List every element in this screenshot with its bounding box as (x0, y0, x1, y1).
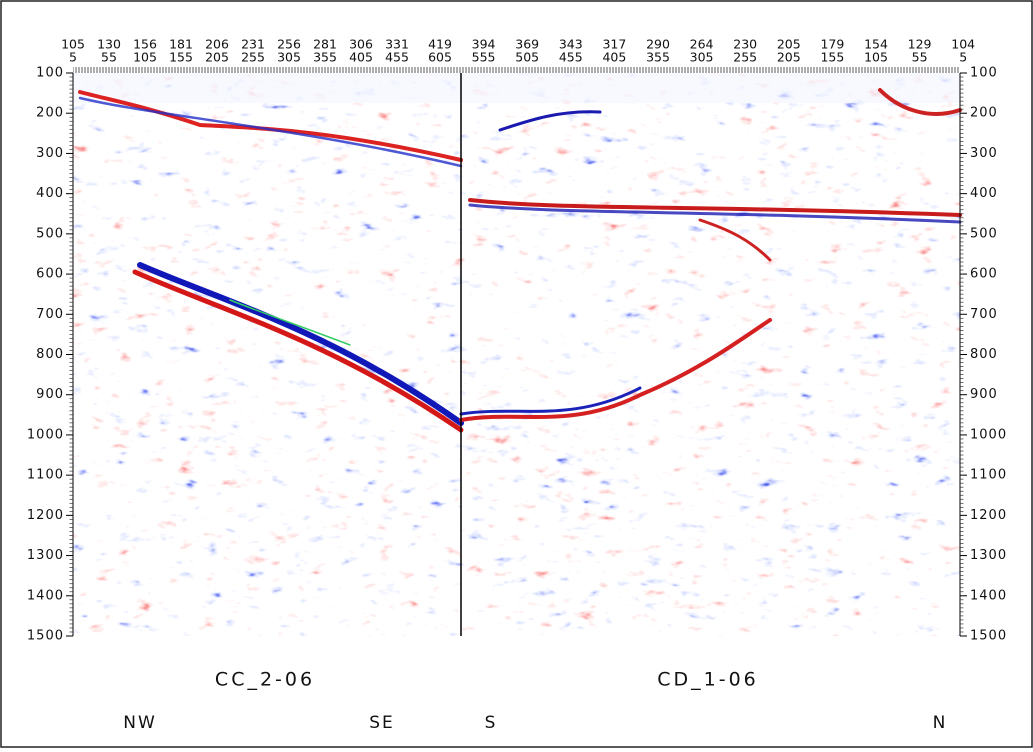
top-label: 155 (169, 50, 193, 65)
top-label: 5 (959, 50, 967, 65)
axis-label: 500 (970, 226, 998, 241)
axis-label: 1400 (27, 588, 64, 603)
direction-label: NW (123, 713, 157, 733)
axis-label: 900 (36, 387, 64, 402)
top-label: 305 (277, 50, 301, 65)
axis-label: 600 (36, 267, 64, 282)
axis-label: 1000 (970, 427, 1007, 442)
top-label: 5 (69, 50, 77, 65)
axis-label: 1300 (970, 548, 1007, 563)
top-label: 205 (777, 37, 801, 52)
section-name: CC_2-06 (215, 669, 315, 691)
axis-label: 300 (970, 146, 998, 161)
top-label: 105 (61, 37, 85, 52)
seismic-image (73, 73, 960, 636)
top-label: 205 (777, 50, 801, 65)
top-label: 343 (559, 37, 583, 52)
top-label: 455 (559, 50, 583, 65)
top-label: 317 (602, 37, 626, 52)
direction-label: S (485, 713, 498, 733)
top-label: 605 (428, 50, 452, 65)
top-label: 255 (733, 50, 757, 65)
top-label: 355 (313, 50, 337, 65)
direction-label: N (933, 713, 948, 733)
top-label: 105 (133, 50, 157, 65)
top-label: 105 (864, 50, 888, 65)
top-label: 155 (820, 50, 844, 65)
axis-label: 800 (36, 347, 64, 362)
top-label: 156 (133, 37, 157, 52)
top-label: 455 (385, 50, 409, 65)
axis-label: 700 (970, 307, 998, 322)
axis-label: 1500 (27, 629, 64, 644)
top-mute (73, 73, 960, 103)
top-label: 331 (385, 37, 409, 52)
direction-label: SE (369, 713, 395, 733)
top-label: 555 (472, 50, 496, 65)
top-label: 55 (912, 50, 928, 65)
top-label: 419 (428, 37, 452, 52)
section-name: CD_1-06 (657, 669, 759, 691)
axis-label: 1400 (970, 588, 1007, 603)
axis-label: 200 (970, 106, 998, 121)
top-label: 394 (472, 37, 496, 52)
axis-label: 100 (970, 66, 998, 81)
top-label: 505 (515, 50, 539, 65)
top-label: 154 (864, 37, 888, 52)
top-label: 281 (313, 37, 337, 52)
top-label: 255 (241, 50, 265, 65)
axis-label: 1100 (970, 468, 1007, 483)
top-label: 306 (349, 37, 373, 52)
axis-label: 1200 (27, 508, 64, 523)
axis-label: 400 (970, 186, 998, 201)
top-label: 129 (908, 37, 932, 52)
top-label: 256 (277, 37, 301, 52)
axis-label: 300 (36, 146, 64, 161)
axis-label: 700 (36, 307, 64, 322)
axis-label: 1100 (27, 468, 64, 483)
axis-label: 500 (36, 226, 64, 241)
top-label: 205 (205, 50, 229, 65)
reflectors (78, 88, 962, 433)
top-label: 369 (515, 37, 539, 52)
axis-label: 1500 (970, 629, 1007, 644)
top-label: 130 (97, 37, 121, 52)
top-label: 290 (646, 37, 670, 52)
top-label: 305 (690, 50, 714, 65)
top-label: 405 (349, 50, 373, 65)
top-label: 405 (602, 50, 626, 65)
axis-label: 200 (36, 106, 64, 121)
axis-label: 1300 (27, 548, 64, 563)
axis-label: 400 (36, 186, 64, 201)
axis-label: 1000 (27, 427, 64, 442)
axis-label: 800 (970, 347, 998, 362)
top-label: 104 (951, 37, 975, 52)
top-label: 206 (205, 37, 229, 52)
top-ticks (73, 67, 960, 73)
top-label: 55 (101, 50, 117, 65)
axis-label: 900 (970, 387, 998, 402)
top-label: 181 (169, 37, 193, 52)
top-label: 231 (241, 37, 265, 52)
top-label: 264 (690, 37, 714, 52)
top-label: 179 (820, 37, 844, 52)
top-label: 230 (733, 37, 757, 52)
axis-label: 1200 (970, 508, 1007, 523)
top-label: 355 (646, 50, 670, 65)
axis-label: 100 (36, 66, 64, 81)
axis-label: 600 (970, 267, 998, 282)
